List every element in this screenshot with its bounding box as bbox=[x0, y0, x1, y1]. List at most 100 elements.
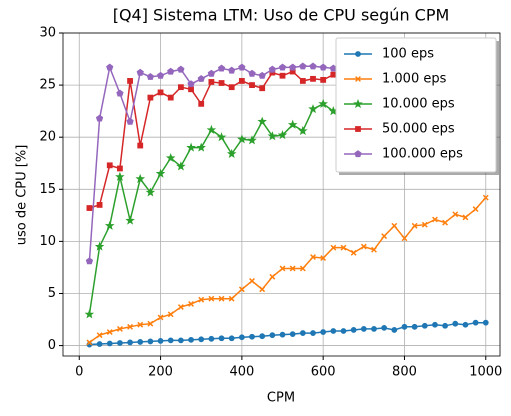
marker bbox=[310, 75, 316, 82]
y-tick-label: 25 bbox=[39, 78, 56, 93]
marker bbox=[259, 286, 266, 293]
marker bbox=[135, 173, 146, 183]
marker bbox=[320, 255, 327, 261]
marker bbox=[432, 321, 438, 328]
marker bbox=[421, 221, 428, 228]
marker bbox=[147, 94, 154, 101]
marker bbox=[228, 84, 235, 91]
marker bbox=[208, 295, 215, 302]
marker bbox=[217, 64, 226, 72]
marker bbox=[320, 329, 327, 335]
marker bbox=[96, 202, 103, 208]
marker bbox=[249, 278, 255, 284]
marker bbox=[198, 296, 205, 303]
marker bbox=[310, 330, 316, 336]
x-tick-label: 200 bbox=[148, 365, 173, 380]
marker bbox=[106, 63, 114, 71]
marker bbox=[218, 335, 225, 342]
chart-title: [Q4] Sistema LTM: Uso de CPU según CPM bbox=[113, 6, 450, 25]
legend-label: 100.000 eps bbox=[382, 147, 463, 162]
marker bbox=[277, 130, 288, 140]
marker bbox=[452, 211, 459, 218]
marker bbox=[278, 63, 287, 71]
marker bbox=[165, 152, 176, 163]
marker bbox=[371, 326, 377, 332]
marker bbox=[196, 142, 206, 152]
marker bbox=[462, 321, 469, 328]
marker bbox=[218, 295, 225, 302]
marker bbox=[137, 321, 144, 328]
marker bbox=[318, 98, 328, 108]
marker bbox=[238, 63, 246, 71]
marker bbox=[197, 74, 205, 82]
marker bbox=[86, 339, 93, 346]
marker bbox=[106, 329, 113, 335]
marker bbox=[146, 72, 154, 80]
marker bbox=[320, 76, 327, 83]
marker bbox=[482, 194, 489, 201]
marker bbox=[259, 85, 266, 92]
marker bbox=[167, 337, 174, 344]
marker bbox=[177, 304, 184, 310]
marker bbox=[167, 311, 174, 318]
legend-marker bbox=[354, 150, 362, 158]
y-tick-label: 5 bbox=[48, 286, 56, 301]
marker bbox=[117, 165, 123, 172]
marker bbox=[106, 162, 113, 169]
marker bbox=[127, 323, 134, 330]
marker bbox=[319, 63, 327, 71]
marker bbox=[126, 117, 134, 125]
marker bbox=[287, 119, 298, 129]
marker bbox=[421, 322, 428, 329]
marker bbox=[360, 326, 367, 332]
marker bbox=[310, 254, 316, 260]
marker bbox=[186, 142, 196, 152]
marker bbox=[330, 328, 337, 334]
marker bbox=[299, 265, 306, 272]
x-axis-label: CPM bbox=[267, 391, 295, 406]
marker bbox=[86, 205, 93, 211]
x-tick-label: 400 bbox=[229, 365, 254, 380]
marker bbox=[167, 67, 175, 75]
marker bbox=[137, 142, 144, 149]
legend-marker bbox=[355, 76, 361, 82]
marker bbox=[198, 100, 205, 107]
marker bbox=[145, 187, 156, 197]
marker bbox=[268, 65, 276, 73]
marker bbox=[259, 333, 266, 340]
marker bbox=[247, 135, 257, 145]
x-tick-label: 1000 bbox=[469, 365, 502, 380]
marker bbox=[329, 64, 337, 72]
marker bbox=[157, 314, 164, 321]
marker bbox=[228, 335, 235, 342]
marker bbox=[249, 82, 255, 88]
marker bbox=[482, 319, 489, 326]
marker bbox=[381, 233, 388, 240]
marker bbox=[360, 243, 367, 250]
marker bbox=[391, 327, 398, 333]
marker bbox=[258, 71, 266, 79]
marker bbox=[96, 341, 103, 347]
marker bbox=[208, 79, 215, 85]
y-tick-label: 20 bbox=[39, 130, 56, 145]
y-tick-label: 15 bbox=[39, 182, 56, 197]
marker bbox=[279, 331, 286, 338]
marker bbox=[198, 336, 205, 343]
marker bbox=[279, 72, 286, 79]
x-tick-label: 0 bbox=[75, 365, 83, 380]
marker bbox=[257, 116, 267, 126]
marker bbox=[157, 89, 164, 96]
legend-marker bbox=[355, 51, 361, 57]
marker bbox=[155, 168, 166, 178]
plot-frame bbox=[62, 32, 501, 357]
marker bbox=[289, 331, 296, 338]
marker bbox=[147, 338, 154, 345]
marker bbox=[117, 340, 123, 346]
marker bbox=[207, 69, 215, 77]
marker bbox=[462, 214, 469, 221]
marker bbox=[381, 324, 388, 331]
marker bbox=[298, 125, 308, 136]
series-line bbox=[89, 321, 486, 346]
marker bbox=[137, 339, 144, 345]
